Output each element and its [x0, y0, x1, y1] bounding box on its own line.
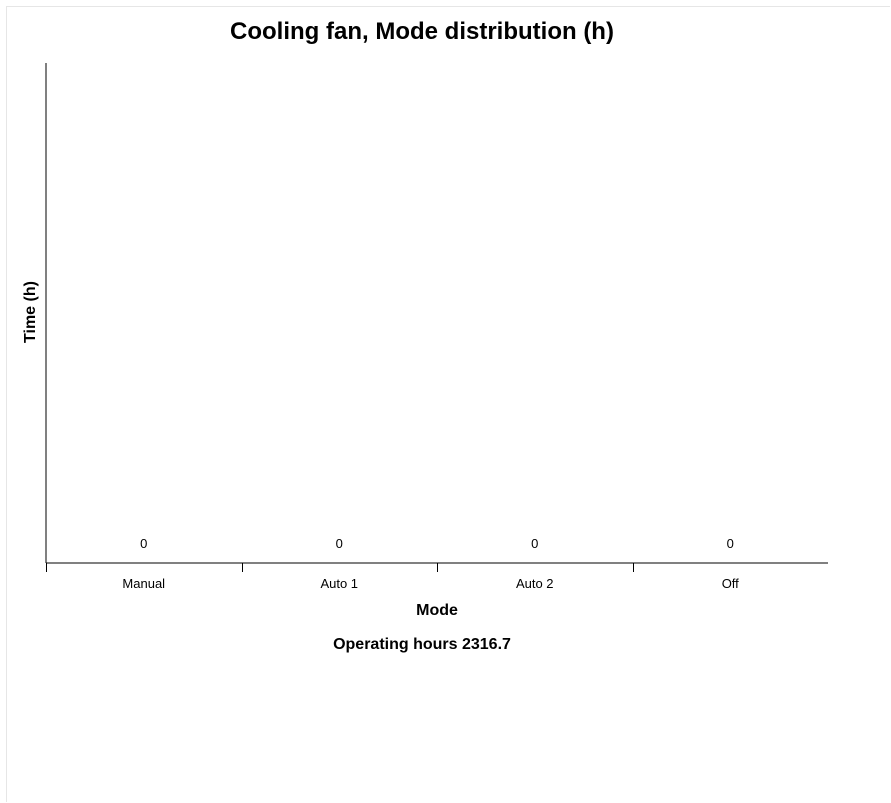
- x-tick-label: Auto 1: [320, 576, 358, 591]
- data-label: 0: [727, 536, 734, 551]
- x-tick-label: Off: [722, 576, 739, 591]
- y-axis-label: Time (h): [22, 281, 39, 343]
- x-tick-label: Manual: [122, 576, 165, 591]
- x-tick-label: Auto 2: [516, 576, 554, 591]
- data-label: 0: [140, 536, 147, 551]
- data-labels-group: 0 0 0 0: [140, 536, 734, 551]
- data-label: 0: [531, 536, 538, 551]
- x-axis-label: Mode: [416, 602, 458, 619]
- chart-title: Cooling fan, Mode distribution (h): [230, 18, 614, 45]
- operating-hours-footer: Operating hours 2316.7: [333, 636, 511, 653]
- chart-frame: [6, 6, 890, 802]
- data-label: 0: [336, 536, 343, 551]
- x-tick-labels-group: Manual Auto 1 Auto 2 Off: [122, 576, 739, 591]
- x-ticks-group: [46, 563, 634, 572]
